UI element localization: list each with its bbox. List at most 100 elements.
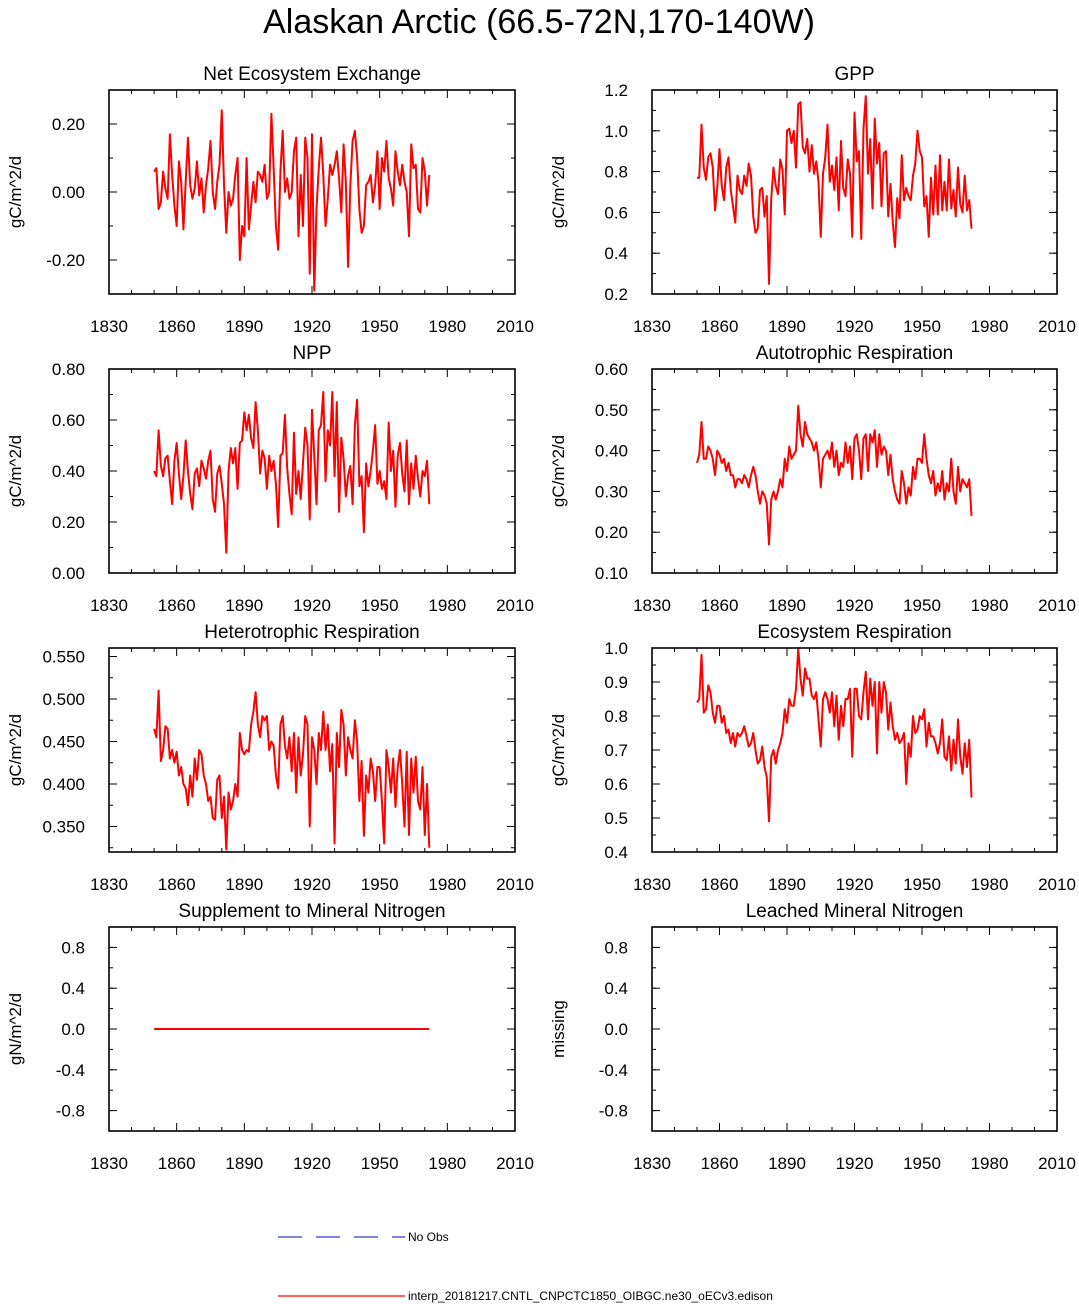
plot-frame bbox=[651, 647, 1058, 853]
y-tick-label: 0.40 bbox=[595, 442, 628, 461]
x-tick-label: 1980 bbox=[428, 875, 466, 894]
y-tick-label: -0.4 bbox=[599, 1061, 628, 1080]
x-tick-label: 1920 bbox=[836, 317, 874, 336]
panel-title: GPP bbox=[834, 64, 874, 85]
x-tick-label: 1890 bbox=[768, 596, 806, 615]
x-tick-label: 1830 bbox=[90, 317, 128, 336]
x-tick-label: 1920 bbox=[293, 1154, 331, 1173]
series-line-npp bbox=[153, 390, 431, 554]
y-axis-label: gC/m^2/d bbox=[549, 714, 568, 786]
y-tick-label: 0.20 bbox=[52, 115, 85, 134]
x-tick-label: 1920 bbox=[836, 596, 874, 615]
legend-model-label: interp_20181217.CNTL_CNPCTC1850_OIBGC.ne… bbox=[408, 1289, 773, 1303]
plot-frame bbox=[108, 368, 516, 574]
x-tick-label: 1950 bbox=[903, 317, 941, 336]
x-tick-label: 1860 bbox=[158, 596, 196, 615]
y-tick-label: 0.80 bbox=[52, 360, 85, 379]
x-tick-label: 1950 bbox=[903, 596, 941, 615]
x-tick-label: 1920 bbox=[836, 1154, 874, 1173]
plot-frame bbox=[108, 89, 516, 295]
y-tick-label: 0.550 bbox=[42, 648, 85, 667]
panel-title: Supplement to Mineral Nitrogen bbox=[178, 901, 445, 922]
y-tick-label: 0.60 bbox=[595, 360, 628, 379]
legend-no-obs-label: No Obs bbox=[408, 1230, 449, 1244]
x-tick-label: 1980 bbox=[971, 875, 1009, 894]
series-line-heterotrophic-respiration bbox=[153, 689, 431, 851]
y-tick-label: 0.7 bbox=[604, 741, 628, 760]
y-axis-label: gC/m^2/d bbox=[549, 156, 568, 228]
x-tick-label: 1980 bbox=[428, 1154, 466, 1173]
y-tick-label: 0.0 bbox=[61, 1020, 85, 1039]
x-tick-label: 2010 bbox=[496, 317, 534, 336]
y-tick-label: 0.5 bbox=[604, 809, 628, 828]
y-tick-label: 0.4 bbox=[604, 979, 628, 998]
y-axis-label: missing bbox=[549, 1000, 568, 1058]
x-tick-label: 1860 bbox=[701, 1154, 739, 1173]
y-tick-label: -0.8 bbox=[56, 1102, 85, 1121]
y-tick-label: 1.0 bbox=[604, 122, 628, 141]
panel-heterotrophic-respiration: Heterotrophic Respiration gC/m^2/d 1830 186… bbox=[6, 622, 534, 894]
x-tick-label: 1860 bbox=[701, 317, 739, 336]
series-line-autotrophic-respiration bbox=[696, 404, 973, 546]
y-axis-label: gC/m^2/d bbox=[6, 714, 25, 786]
y-tick-label: 0.6 bbox=[604, 775, 628, 794]
panel-npp: NPP gC/m^2/d 1830 1860 1890 1920 1950 1980 2010 0… bbox=[6, 343, 534, 615]
y-tick-label: -0.20 bbox=[46, 251, 85, 270]
x-tick-label: 1830 bbox=[633, 317, 671, 336]
x-tick-label: 1980 bbox=[971, 1154, 1009, 1173]
x-tick-label: 1980 bbox=[971, 596, 1009, 615]
y-tick-label: 0.10 bbox=[595, 564, 628, 583]
x-tick-label: 1950 bbox=[903, 875, 941, 894]
y-tick-label: 1.0 bbox=[604, 639, 628, 658]
y-tick-label: 1.2 bbox=[604, 81, 628, 100]
y-tick-label: 0.50 bbox=[595, 401, 628, 420]
y-tick-label: 0.9 bbox=[604, 673, 628, 692]
x-tick-label: 2010 bbox=[496, 596, 534, 615]
panel-gpp: GPP gC/m^2/d 1830 1860 1890 1920 1950 1980 2010 0… bbox=[549, 64, 1076, 336]
x-tick-label: 1920 bbox=[293, 596, 331, 615]
x-tick-label: 1950 bbox=[361, 875, 399, 894]
x-tick-label: 1890 bbox=[768, 875, 806, 894]
y-tick-label: 0.8 bbox=[604, 938, 628, 957]
x-tick-label: 1890 bbox=[768, 317, 806, 336]
panel-title: NPP bbox=[292, 343, 331, 364]
series-line-gpp bbox=[697, 95, 973, 285]
x-tick-label: 2010 bbox=[1038, 317, 1076, 336]
x-tick-label: 2010 bbox=[1038, 596, 1076, 615]
x-tick-label: 1980 bbox=[428, 596, 466, 615]
plot-frame bbox=[108, 647, 516, 853]
y-axis-label: gC/m^2/d bbox=[549, 435, 568, 507]
x-tick-label: 2010 bbox=[496, 875, 534, 894]
x-tick-label: 1920 bbox=[293, 317, 331, 336]
y-tick-label: 0.60 bbox=[52, 411, 85, 430]
x-tick-label: 1830 bbox=[633, 875, 671, 894]
panel-title: Net Ecosystem Exchange bbox=[203, 64, 421, 85]
y-tick-label: 0.450 bbox=[42, 733, 85, 752]
y-tick-label: 0.4 bbox=[604, 843, 628, 862]
x-tick-label: 1890 bbox=[225, 1154, 263, 1173]
legend: No Obs interp_20181217.CNTL_CNPCTC1850_O… bbox=[278, 1230, 773, 1303]
y-tick-label: 0.00 bbox=[52, 183, 85, 202]
y-tick-label: 0.00 bbox=[52, 564, 85, 583]
y-tick-label: 0.4 bbox=[61, 979, 85, 998]
y-tick-label: 0.350 bbox=[42, 818, 85, 837]
x-tick-label: 1860 bbox=[701, 875, 739, 894]
x-tick-label: 1860 bbox=[158, 1154, 196, 1173]
y-axis-label: gC/m^2/d bbox=[6, 435, 25, 507]
panel-autotrophic-respiration: Autotrophic Respiration gC/m^2/d 1830 1860 1… bbox=[549, 343, 1076, 615]
x-tick-label: 1950 bbox=[903, 1154, 941, 1173]
y-tick-label: 0.8 bbox=[61, 938, 85, 957]
x-tick-label: 1920 bbox=[836, 875, 874, 894]
panel-ecosystem-respiration: Ecosystem Respiration gC/m^2/d 1830 1860 189… bbox=[549, 622, 1076, 894]
panel-supplement-to-mineral-nitrogen: Supplement to Mineral Nitrogen gN/m^2/d 18… bbox=[6, 901, 534, 1173]
y-tick-label: 0.20 bbox=[595, 523, 628, 542]
y-tick-label: 0.400 bbox=[42, 775, 85, 794]
y-tick-label: 0.30 bbox=[595, 482, 628, 501]
plot-frame bbox=[108, 926, 516, 1132]
y-tick-label: 0.500 bbox=[42, 690, 85, 709]
x-tick-label: 1980 bbox=[971, 317, 1009, 336]
panel-title: Heterotrophic Respiration bbox=[204, 622, 419, 643]
y-tick-label: 0.8 bbox=[604, 163, 628, 182]
x-tick-label: 1830 bbox=[90, 1154, 128, 1173]
